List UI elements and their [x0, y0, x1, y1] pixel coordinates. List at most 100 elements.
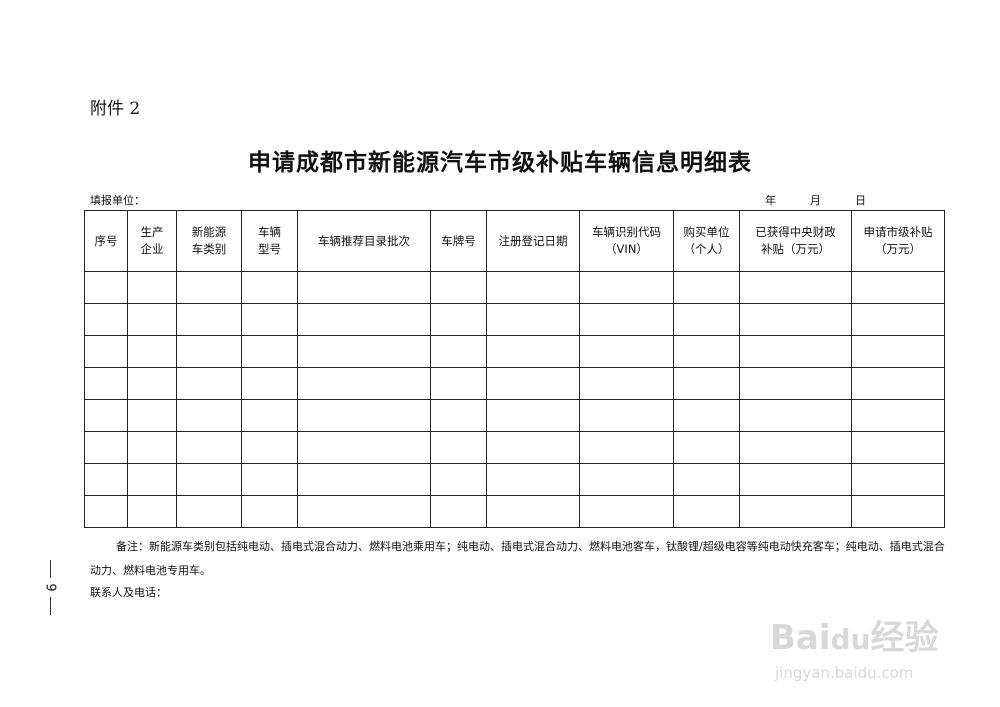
- table-cell[interactable]: [176, 495, 242, 528]
- table-cell[interactable]: [127, 367, 177, 400]
- table-cell[interactable]: [673, 271, 740, 304]
- table-cell[interactable]: [176, 399, 242, 432]
- table-cell[interactable]: [486, 271, 580, 304]
- table-cell[interactable]: [430, 335, 487, 368]
- table-cell[interactable]: [851, 399, 945, 432]
- table-cell[interactable]: [486, 495, 580, 528]
- table-cell[interactable]: [84, 367, 128, 400]
- table-cell[interactable]: [673, 463, 740, 496]
- column-header: 车辆推荐目录批次: [297, 210, 431, 272]
- table-cell[interactable]: [127, 335, 177, 368]
- table-cell[interactable]: [851, 495, 945, 528]
- table-cell[interactable]: [430, 303, 487, 336]
- table-cell[interactable]: [297, 367, 431, 400]
- table-cell[interactable]: [241, 463, 298, 496]
- table-cell[interactable]: [127, 495, 177, 528]
- table-cell[interactable]: [430, 495, 487, 528]
- table-cell[interactable]: [486, 463, 580, 496]
- table-cell[interactable]: [176, 303, 242, 336]
- column-header-line: 企业: [140, 242, 164, 256]
- table-cell[interactable]: [176, 431, 242, 464]
- table-cell[interactable]: [84, 431, 128, 464]
- table-cell[interactable]: [851, 335, 945, 368]
- table-cell[interactable]: [739, 431, 852, 464]
- table-cell[interactable]: [739, 495, 852, 528]
- table-cell[interactable]: [127, 303, 177, 336]
- table-cell[interactable]: [241, 367, 298, 400]
- table-cell[interactable]: [84, 303, 128, 336]
- table-cell[interactable]: [739, 463, 852, 496]
- table-cell[interactable]: [241, 495, 298, 528]
- table-cell[interactable]: [673, 399, 740, 432]
- table-row: [84, 399, 945, 432]
- table-cell[interactable]: [430, 271, 487, 304]
- table-cell[interactable]: [739, 335, 852, 368]
- table-cell[interactable]: [297, 463, 431, 496]
- table-cell[interactable]: [579, 271, 674, 304]
- table-cell[interactable]: [297, 335, 431, 368]
- table-cell[interactable]: [84, 335, 128, 368]
- table-cell[interactable]: [297, 303, 431, 336]
- column-header: 序号: [84, 210, 128, 272]
- table-cell[interactable]: [851, 303, 945, 336]
- table-cell[interactable]: [241, 335, 298, 368]
- table-cell[interactable]: [127, 431, 177, 464]
- table-cell[interactable]: [84, 399, 128, 432]
- table-cell[interactable]: [579, 495, 674, 528]
- table-cell[interactable]: [297, 399, 431, 432]
- table-cell[interactable]: [127, 271, 177, 304]
- table-cell[interactable]: [430, 367, 487, 400]
- table-cell[interactable]: [176, 463, 242, 496]
- table-cell[interactable]: [673, 431, 740, 464]
- table-cell[interactable]: [851, 431, 945, 464]
- table-cell[interactable]: [579, 367, 674, 400]
- table-cell[interactable]: [176, 367, 242, 400]
- table-cell[interactable]: [851, 463, 945, 496]
- table-cell[interactable]: [579, 463, 674, 496]
- table-cell[interactable]: [84, 271, 128, 304]
- table-cell[interactable]: [84, 463, 128, 496]
- table-cell[interactable]: [241, 271, 298, 304]
- table-cell[interactable]: [430, 463, 487, 496]
- table-cell[interactable]: [430, 399, 487, 432]
- table-cell[interactable]: [673, 335, 740, 368]
- column-header-line: 车类别: [191, 242, 227, 256]
- table-cell[interactable]: [851, 367, 945, 400]
- table-cell[interactable]: [127, 463, 177, 496]
- table-cell[interactable]: [579, 303, 674, 336]
- vehicle-info-table: 序号 生产 企业 新能源 车类别 车辆 型号 车辆推荐目录批次 车牌号 注册登记日期 车辆识别代码（…: [84, 210, 945, 528]
- table-cell[interactable]: [297, 431, 431, 464]
- table-cell[interactable]: [176, 271, 242, 304]
- table-cell[interactable]: [486, 335, 580, 368]
- table-cell[interactable]: [241, 399, 298, 432]
- table-cell[interactable]: [241, 431, 298, 464]
- column-header-line: （VIN）: [605, 242, 648, 256]
- table-cell[interactable]: [176, 335, 242, 368]
- table-cell[interactable]: [486, 399, 580, 432]
- table-cell[interactable]: [739, 303, 852, 336]
- table-cell[interactable]: [579, 335, 674, 368]
- table-cell[interactable]: [297, 271, 431, 304]
- page-number-text: 9: [42, 583, 58, 592]
- table-cell[interactable]: [486, 303, 580, 336]
- date-line: 年月日: [765, 192, 866, 208]
- table-cell[interactable]: [673, 495, 740, 528]
- table-cell[interactable]: [297, 495, 431, 528]
- table-cell[interactable]: [673, 367, 740, 400]
- table-cell[interactable]: [739, 367, 852, 400]
- table-cell[interactable]: [430, 431, 487, 464]
- table-cell[interactable]: [673, 303, 740, 336]
- table-cell[interactable]: [851, 271, 945, 304]
- table-cell[interactable]: [241, 303, 298, 336]
- column-header-line: 注册登记日期: [498, 233, 568, 248]
- column-header-line: 车辆: [258, 225, 281, 239]
- table-cell[interactable]: [127, 399, 177, 432]
- table-cell[interactable]: [739, 399, 852, 432]
- table-cell[interactable]: [84, 495, 128, 528]
- table-cell[interactable]: [486, 431, 580, 464]
- column-header-line: 新能源: [191, 225, 227, 239]
- table-cell[interactable]: [579, 399, 674, 432]
- table-cell[interactable]: [739, 271, 852, 304]
- table-cell[interactable]: [579, 431, 674, 464]
- table-cell[interactable]: [486, 367, 580, 400]
